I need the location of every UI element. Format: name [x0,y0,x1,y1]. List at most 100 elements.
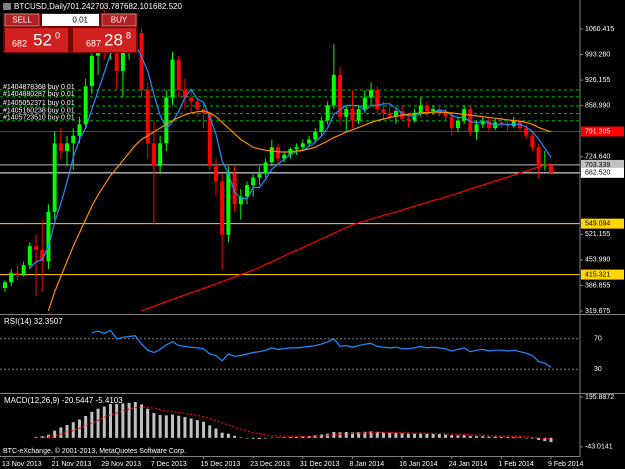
y-tick-label: 993.280 [585,51,610,58]
candle-body [350,109,355,121]
candle-body [474,124,479,132]
sell-label[interactable]: SELL [12,16,32,25]
candle-body [195,101,200,110]
candle-body [375,90,380,110]
macd-bar [493,436,497,438]
macd-bar [319,434,323,438]
ask-fraction[interactable]: 8 [126,30,131,40]
moving-average [141,163,552,312]
candle-body [536,147,541,167]
x-tick-label: 16 Jan 2014 [399,461,438,468]
macd-bar [375,431,379,438]
macd-bar [475,436,479,438]
candle-body [251,177,256,186]
macd-bar [121,403,125,438]
y-tick-label: 724.640 [585,154,610,161]
y-tick-label: 386.855 [585,282,610,289]
candle-body [418,105,423,113]
x-tick-label: 7 Dec 2013 [151,461,187,468]
macd-bar [530,437,534,439]
candle-body [182,90,187,98]
buy-button[interactable] [101,13,137,27]
candle-body [381,109,386,113]
candle-body [319,120,324,132]
macd-bar [158,414,162,438]
candle-body [9,272,14,283]
level-label: 703.339 [585,162,610,169]
candle-body [549,165,553,173]
ask-pips[interactable]: 28 [104,30,123,49]
candle-body [52,143,57,212]
ask-box[interactable] [73,28,136,52]
y-tick-label: 926.155 [585,77,610,84]
macd-tick-label: 195.8872 [585,394,614,401]
candle-body [387,112,392,117]
macd-bar [369,431,373,438]
macd-bar [140,404,143,438]
candle-body [468,109,473,132]
lot-value[interactable]: 0.01 [72,16,88,25]
rsi-label: RSI(14) 32.3507 [4,317,63,326]
candle-body [220,181,225,235]
macd-bar [357,432,361,438]
macd-bar [214,428,218,438]
candle-body [449,116,454,129]
candle-body [486,120,491,129]
x-tick-label: 29 Nov 2013 [101,461,141,468]
macd-bar [462,435,466,438]
macd-bar [419,433,423,438]
macd-bar [512,437,516,438]
macd-bar [53,430,57,438]
candle-body [34,246,39,250]
order-label: #1405723510 buy 0.01 [3,115,75,122]
macd-bar [344,432,348,438]
macd-bar [413,433,416,438]
chart-header: BTCUSD,Daily 701.242 703.787 682.101 682… [3,2,182,11]
macd-bar [381,432,385,438]
level-label: 415.321 [585,271,610,278]
ask-big-figure[interactable]: 687 [86,38,101,48]
macd-bar [133,402,137,438]
candle-body [269,147,274,163]
macd-bar [444,434,448,438]
macd-bar [388,432,392,438]
candle-body [145,90,150,144]
sell-button[interactable] [4,13,40,27]
macd-bar [257,437,261,439]
macd-label: MACD(12,26,9) -20.5447 -5.4103 [4,396,123,405]
order-label: #1404878368 buy 0.01 [3,84,75,91]
candle-body [325,105,330,121]
candle-body [300,143,305,148]
bid-box[interactable] [5,28,68,52]
candle-body [338,74,343,117]
macd-bar [65,424,69,438]
level-tag [581,269,624,280]
macd-bar [425,433,429,438]
candle-body [455,120,460,129]
bid-big-figure[interactable]: 682 [12,38,27,48]
candle-body [139,32,144,91]
macd-bar [468,436,472,438]
macd-bar [506,437,510,438]
macd-bar [84,415,88,438]
buy-label[interactable]: BUY [111,16,128,25]
header-low: 682.101 [124,2,153,11]
candle-body [213,166,218,182]
candle-body [362,97,367,110]
candle-body [151,143,156,167]
bid-pips[interactable]: 52 [33,30,52,49]
bid-fraction[interactable]: 0 [55,30,60,40]
macd-bar [295,436,299,438]
candle-body [71,135,76,144]
header-high: 703.787 [95,2,124,11]
macd-bar [189,418,193,438]
lot-input[interactable] [42,14,99,26]
candle-body [232,173,237,205]
candle-body [189,97,194,102]
candle-body [58,143,63,151]
rsi-line [91,329,552,368]
candle-body [406,118,411,121]
candle-body [369,90,374,98]
